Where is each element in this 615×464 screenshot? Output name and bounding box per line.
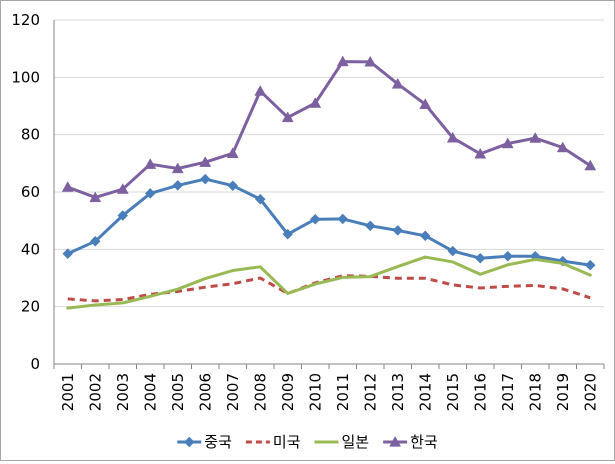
x-tick-label-2012: 2012 [361,373,379,411]
legend-label-일본: 일본 [342,433,370,451]
x-tick-label-2014: 2014 [416,373,434,411]
point-한국-2007 [226,147,239,158]
point-중국-2013 [392,225,404,236]
x-tick-label-2016: 2016 [471,373,489,411]
series-한국 [61,55,597,203]
point-중국-2008 [254,193,266,205]
x-tick-label-2009: 2009 [279,373,297,411]
series-line-한국 [66,60,592,199]
x-tick-label-2015: 2015 [444,373,462,411]
point-한국-2016 [474,147,487,159]
y-tick-label-0: 0 [30,355,40,373]
x-tick-label-2019: 2019 [554,373,572,411]
legend-label-중국: 중국 [204,433,232,451]
x-tick-label-2006: 2006 [196,373,214,411]
point-중국-2002 [89,235,101,247]
series-중국 [62,173,596,271]
y-tick-label-80: 80 [21,126,40,144]
legend-item-중국: 중국 [177,433,232,451]
point-중국-2001 [62,248,74,259]
x-tick-label-2018: 2018 [526,373,544,411]
point-한국-2005 [171,162,184,174]
x-tick-label-2010: 2010 [306,373,324,411]
y-tick-label-40: 40 [21,240,40,258]
legend-item-일본: 일본 [314,433,370,451]
point-한국-2010 [309,97,322,108]
legend-item-미국: 미국 [245,433,301,451]
point-한국-2015 [446,131,459,143]
series-line-일본 [66,255,592,310]
x-tick-label-2001: 2001 [59,373,77,411]
gridlines [54,19,604,308]
point-중국-2007 [227,180,239,192]
x-tick-label-2003: 2003 [114,373,132,411]
legend-label-한국: 한국 [410,433,438,451]
axes [53,20,605,369]
y-tick-label-60: 60 [21,183,40,201]
point-중국-2014 [419,230,431,242]
legend-marker-중국 [183,436,195,448]
x-tick-label-2002: 2002 [86,373,104,411]
point-중국-2015 [447,245,459,257]
series-일본 [66,255,592,310]
point-한국-2004 [144,158,157,169]
legend-label-미국: 미국 [273,433,301,451]
point-중국-2009 [282,228,294,240]
point-한국-2019 [556,141,569,153]
x-tick-label-2005: 2005 [169,373,187,411]
y-tick-label-100: 100 [11,68,40,86]
x-tick-label-2020: 2020 [581,373,599,411]
point-한국-2012 [364,55,377,67]
point-한국-2011 [336,55,349,67]
point-중국-2012 [364,220,376,232]
point-중국-2010 [309,213,321,225]
y-tick-label-20: 20 [21,298,40,316]
point-중국-2006 [199,173,211,185]
point-한국-2017 [501,137,514,149]
point-중국-2011 [337,213,349,225]
x-tick-label-2004: 2004 [141,373,159,411]
point-중국-2005 [172,180,184,191]
point-한국-2002 [89,191,102,203]
point-한국-2006 [199,156,212,167]
x-tick-label-2008: 2008 [251,373,269,411]
point-중국-2004 [144,188,156,199]
point-중국-2018 [529,250,541,262]
point-중국-2020 [584,259,596,271]
y-axis-tick-labels: 0 20 40 60 80 100 120 [11,11,40,373]
x-tick-label-2007: 2007 [224,373,242,411]
point-중국-2017 [502,250,514,262]
point-한국-2008 [254,85,267,96]
point-한국-2013 [391,77,404,89]
point-한국-2020 [584,159,597,171]
data-series [61,55,597,310]
point-한국-2009 [281,111,294,123]
point-한국-2003 [116,183,129,194]
point-한국-2001 [61,181,74,192]
x-tick-label-2017: 2017 [499,373,517,411]
point-중국-2016 [474,252,486,264]
point-한국-2014 [419,98,432,109]
legend-item-한국: 한국 [383,433,438,451]
legend: 중국 미국 일본 한국 [177,433,438,451]
point-한국-2018 [529,132,542,143]
x-axis-tick-labels: 2001 2002 2003 2004 2005 2006 2007 2008 2009 2010… [59,373,600,411]
y-tick-label-120: 120 [11,11,40,29]
x-tick-label-2011: 2011 [334,373,352,411]
point-중국-2003 [117,210,129,221]
x-tick-label-2013: 2013 [389,373,407,411]
legend-marker-한국 [389,435,402,447]
